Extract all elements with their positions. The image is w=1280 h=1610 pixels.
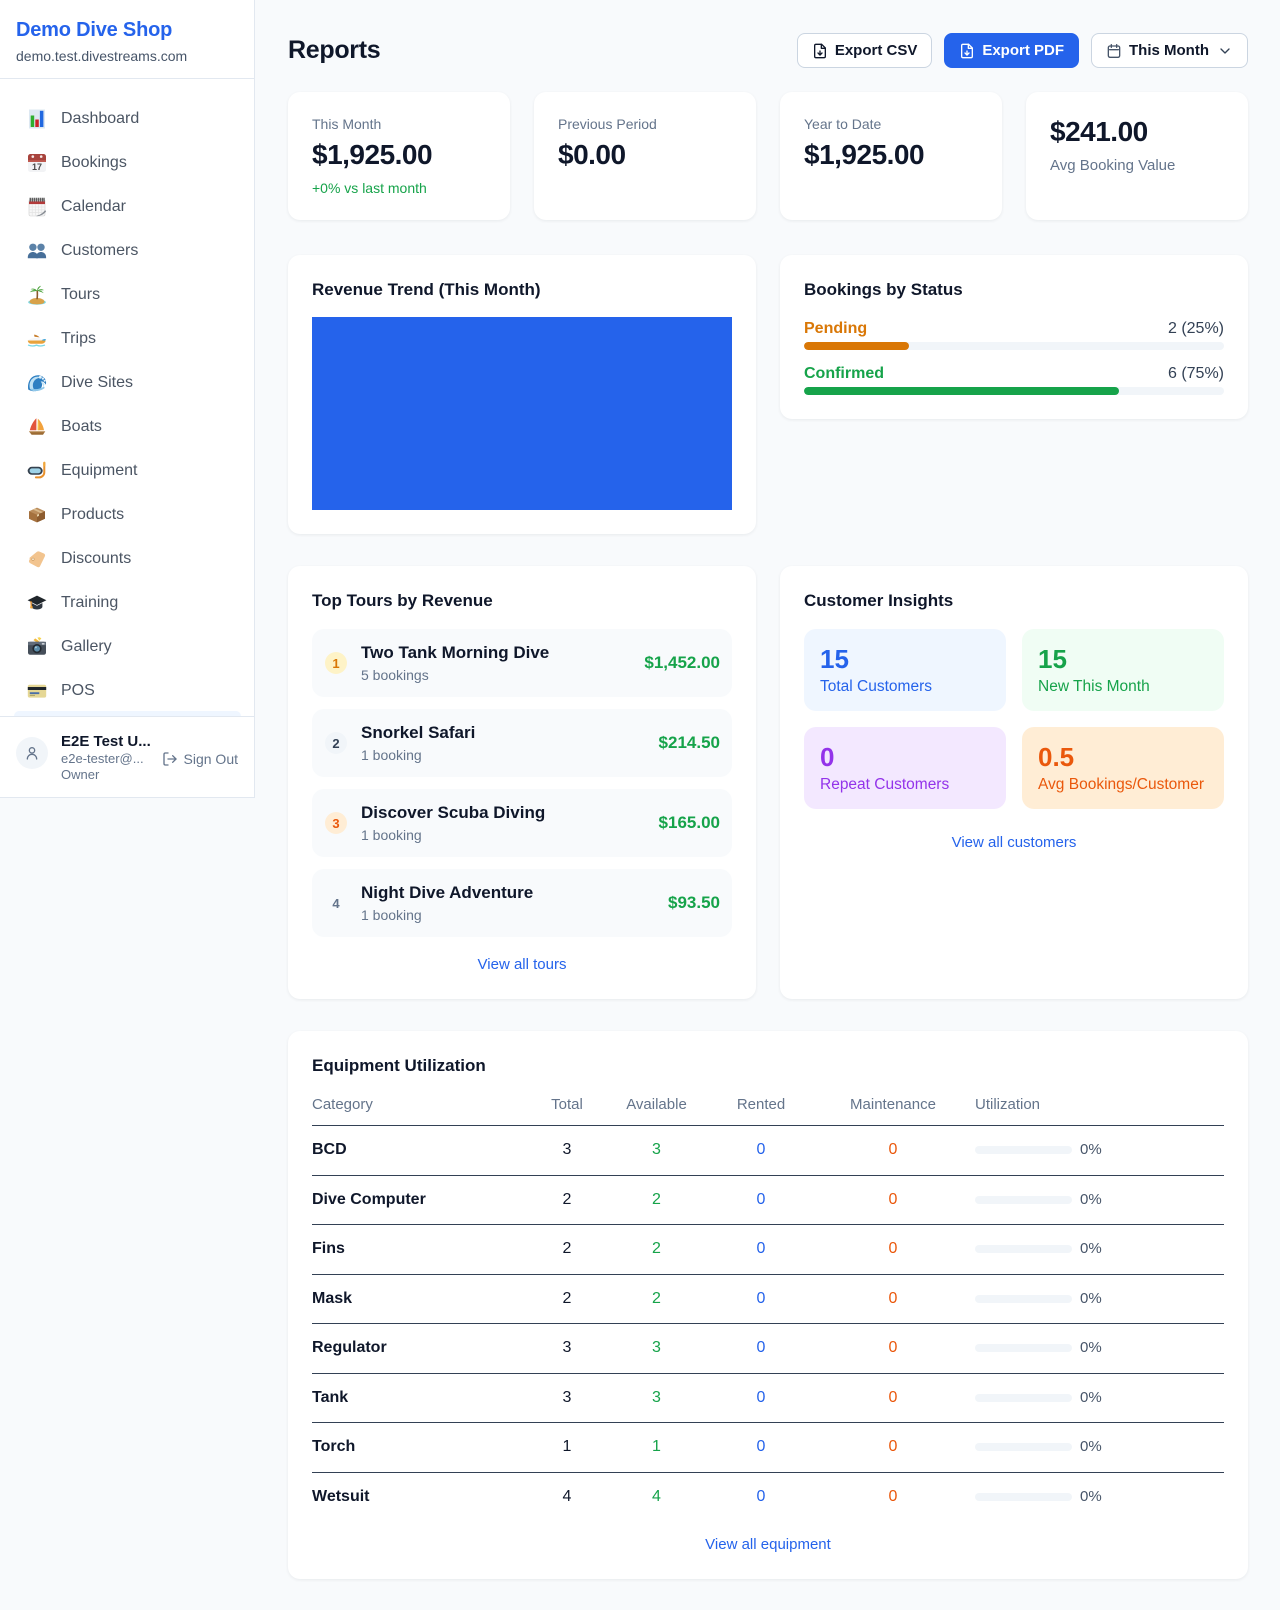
svg-text:17: 17 <box>32 162 42 172</box>
